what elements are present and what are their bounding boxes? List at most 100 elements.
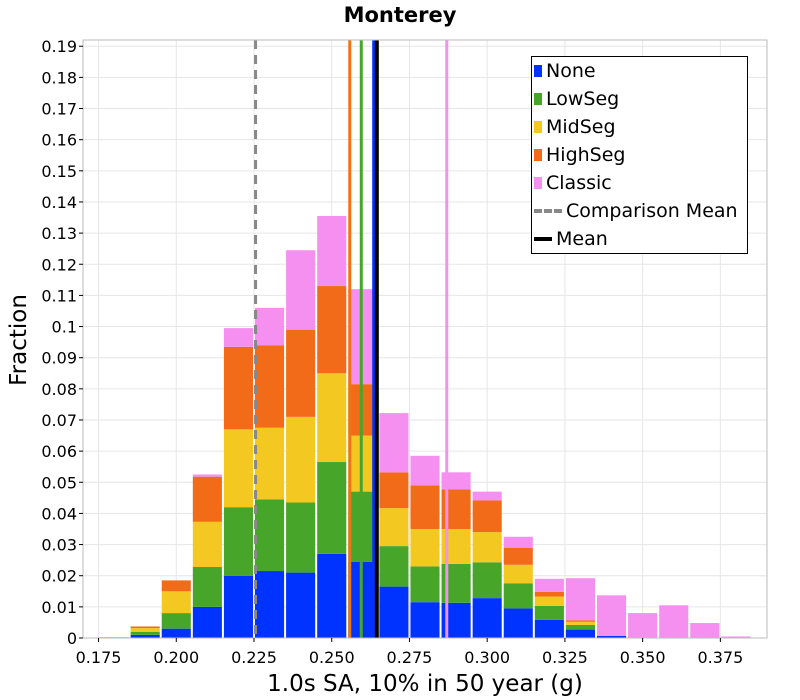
bar-classic-0.24: [286, 250, 316, 330]
bar-none-0.30: [472, 598, 502, 638]
bar-classic-0.35: [628, 613, 658, 638]
bar-midseg-0.31: [503, 564, 533, 584]
y-tick-label: 0.03: [41, 536, 77, 555]
bar-highseg-0.33: [565, 620, 595, 622]
legend-line-mean: [534, 237, 552, 241]
y-tick-label: 0: [67, 629, 77, 648]
legend-label-midseg: MidSeg: [546, 116, 616, 138]
legend-label-none: None: [546, 60, 596, 82]
legend-item-comparison-mean: Comparison Mean: [534, 199, 738, 223]
x-tick-label: 0.275: [387, 648, 433, 667]
x-tick-label: 0.225: [231, 648, 277, 667]
y-tick-labels: 0 0.01 0.02 0.03 0.04 0.05 0.06 0.07 0.08 0.09 0.1…: [41, 37, 83, 648]
bar-classic-0.28: [410, 455, 440, 486]
bar-highseg-0.31: [503, 547, 533, 565]
x-tick-label: 0.325: [542, 648, 588, 667]
x-tick-label: 0.375: [697, 648, 743, 667]
y-axis-label: Fraction: [6, 294, 32, 386]
y-tick-label: 0.05: [41, 473, 77, 492]
legend-item-highseg: HighSeg: [534, 143, 625, 167]
y-tick-label: 0.18: [41, 68, 77, 87]
bar-lowseg-0.33: [565, 624, 595, 630]
bar-classic-0.37: [690, 623, 720, 638]
legend-swatch-none: [534, 65, 542, 77]
bar-lowseg-0.25: [317, 462, 347, 554]
bar-midseg-0.28: [410, 528, 440, 567]
bar-lowseg-0.19: [130, 631, 160, 635]
bar-midseg-0.22: [223, 429, 253, 508]
bar-midseg-0.19: [130, 628, 160, 632]
bar-classic-0.34: [597, 595, 627, 636]
bar-midseg-0.23: [255, 427, 285, 500]
bar-none-0.22: [223, 575, 253, 638]
legend-swatch-midseg: [534, 121, 542, 133]
bar-lowseg-0.22: [223, 507, 253, 576]
bar-lowseg-0.20: [161, 613, 191, 629]
bar-classic-0.25: [317, 215, 347, 287]
bar-none-0.31: [503, 608, 533, 638]
y-tick-label: 0.01: [41, 598, 77, 617]
bar-highseg-0.30: [472, 500, 502, 533]
bar-midseg-0.21: [192, 521, 222, 567]
legend-label-highseg: HighSeg: [546, 144, 626, 166]
y-tick-label: 0.11: [41, 286, 77, 305]
bar-lowseg-0.27: [379, 546, 409, 587]
y-tick-label: 0.04: [41, 504, 77, 523]
bar-none-0.23: [255, 571, 285, 638]
x-axis-label: 1.0s SA, 10% in 50 year (g): [267, 671, 583, 697]
y-tick-label: 0.16: [41, 131, 77, 150]
bar-highseg-0.24: [286, 329, 316, 417]
bar-lowseg-0.32: [534, 605, 564, 620]
bar-none-0.27: [379, 586, 409, 638]
bar-midseg-0.32: [534, 596, 564, 606]
bar-highseg-0.25: [317, 286, 347, 374]
bar-lowseg-0.21: [192, 566, 222, 607]
bar-highseg-0.32: [534, 591, 564, 597]
y-tick-label: 0.13: [41, 224, 77, 243]
bar-classic-0.32: [534, 578, 564, 592]
legend-item-lowseg: LowSeg: [534, 87, 619, 111]
x-tick-label: 0.200: [153, 648, 199, 667]
y-tick-label: 0.06: [41, 442, 77, 461]
legend-label-comparison-mean: Comparison Mean: [566, 200, 738, 222]
bar-none-0.19: [130, 634, 160, 638]
bar-classic-0.30: [472, 491, 502, 501]
legend-label-mean: Mean: [556, 228, 608, 250]
bar-none-0.25: [317, 553, 347, 638]
bar-highseg-0.19: [130, 626, 160, 629]
bar-midseg-0.33: [565, 621, 595, 625]
bar-highseg-0.23: [255, 345, 285, 428]
legend-item-none: None: [534, 59, 596, 83]
y-tick-label: 0.07: [41, 411, 77, 430]
legend-swatch-classic: [534, 177, 542, 189]
x-tick-labels: 0.175 0.200 0.225 0.250 0.275 0.300 0.325 0.350…: [76, 638, 743, 667]
bar-midseg-0.20: [161, 591, 191, 614]
bar-none-0.24: [286, 572, 316, 638]
bars-group: [99, 215, 751, 638]
bar-highseg-0.27: [379, 472, 409, 509]
plot-frame: [82, 39, 768, 639]
bar-none-0.32: [534, 619, 564, 638]
x-tick-label: 0.300: [464, 648, 510, 667]
bar-classic-0.27: [379, 413, 409, 473]
y-tick-label: 0.17: [41, 100, 77, 119]
y-tick-label: 0.12: [41, 255, 77, 274]
y-tick-label: 0.19: [41, 37, 77, 56]
bar-classic-0.36: [659, 605, 689, 638]
bar-highseg-0.22: [223, 346, 253, 430]
bar-lowseg-0.24: [286, 502, 316, 573]
legend-dash-comparison-mean: [534, 209, 562, 213]
x-tick-label: 0.250: [309, 648, 355, 667]
bar-classic-0.33: [565, 578, 595, 621]
legend-swatch-lowseg: [534, 93, 542, 105]
bar-lowseg-0.31: [503, 583, 533, 609]
bar-midseg-0.25: [317, 373, 347, 463]
bar-classic-0.21: [192, 474, 222, 477]
bar-classic-0.29: [441, 472, 471, 490]
legend-label-lowseg: LowSeg: [546, 88, 620, 110]
mean-lines-group: [254, 40, 449, 638]
legend-item-midseg: MidSeg: [534, 115, 616, 139]
bar-none-0.28: [410, 602, 440, 638]
bar-highseg-0.20: [161, 580, 191, 592]
bar-lowseg-0.28: [410, 566, 440, 603]
